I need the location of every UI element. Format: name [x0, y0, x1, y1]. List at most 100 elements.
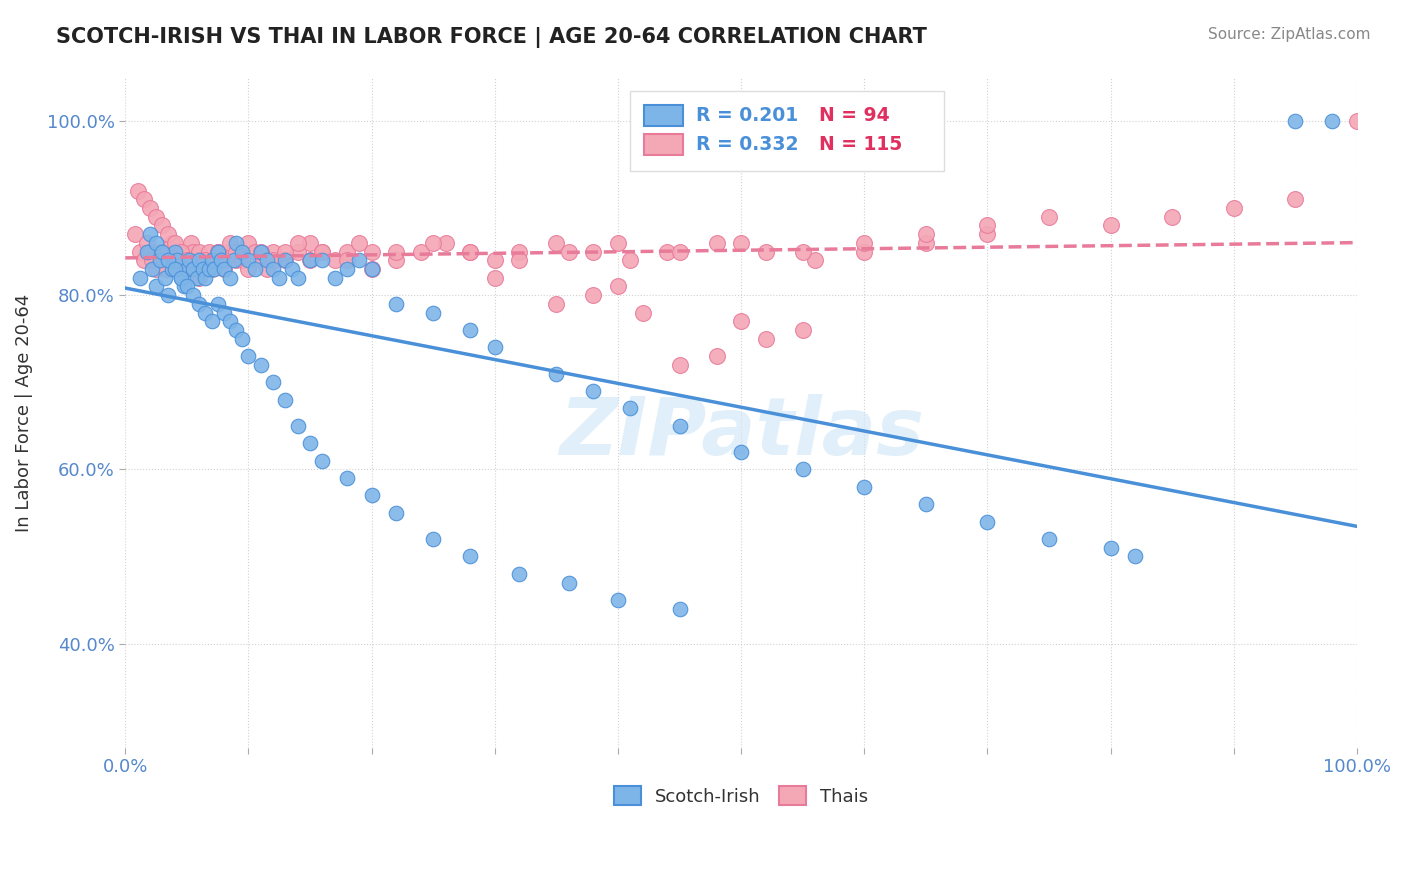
Point: [132, 253, 155, 268]
Point: [269, 270, 291, 285]
Point: [225, 244, 247, 259]
Point: [207, 244, 229, 259]
Point: [336, 262, 359, 277]
Point: [157, 253, 180, 268]
Point: [1346, 114, 1368, 128]
Point: [170, 244, 193, 259]
Point: [360, 262, 382, 277]
Point: [582, 244, 605, 259]
Point: [582, 288, 605, 302]
Point: [207, 244, 229, 259]
Point: [139, 227, 162, 242]
Point: [219, 314, 242, 328]
Point: [976, 227, 998, 242]
Point: [212, 305, 235, 319]
Point: [166, 253, 188, 268]
Point: [434, 235, 457, 250]
Point: [157, 288, 180, 302]
Point: [1123, 549, 1146, 564]
Point: [194, 253, 217, 268]
Point: [262, 262, 284, 277]
Point: [225, 235, 247, 250]
Point: [231, 332, 253, 346]
Point: [274, 244, 297, 259]
Point: [385, 506, 408, 520]
FancyBboxPatch shape: [644, 134, 683, 155]
Point: [385, 244, 408, 259]
Point: [249, 253, 271, 268]
Point: [176, 253, 198, 268]
Point: [657, 244, 679, 259]
Point: [141, 253, 163, 268]
Point: [243, 244, 266, 259]
Point: [194, 262, 217, 277]
Point: [915, 497, 938, 511]
Point: [141, 262, 163, 277]
Point: [231, 244, 253, 259]
Point: [619, 401, 641, 416]
Point: [145, 210, 167, 224]
Point: [209, 253, 232, 268]
Point: [212, 262, 235, 277]
Point: [336, 253, 359, 268]
Point: [409, 244, 432, 259]
Point: [200, 262, 222, 277]
Point: [249, 358, 271, 372]
Point: [163, 244, 186, 259]
Point: [755, 332, 778, 346]
Point: [607, 593, 630, 607]
Point: [219, 270, 242, 285]
Point: [173, 279, 195, 293]
Point: [225, 253, 247, 268]
Point: [1322, 114, 1344, 128]
Point: [124, 227, 146, 242]
Point: [668, 244, 690, 259]
Point: [274, 392, 297, 407]
Point: [280, 262, 302, 277]
Point: [458, 244, 481, 259]
Point: [915, 235, 938, 250]
Text: Source: ZipAtlas.com: Source: ZipAtlas.com: [1208, 27, 1371, 42]
Point: [484, 340, 506, 354]
Point: [976, 515, 998, 529]
Point: [149, 253, 172, 268]
Point: [1284, 114, 1306, 128]
Point: [422, 532, 444, 546]
Point: [188, 253, 211, 268]
Point: [219, 244, 242, 259]
Text: N = 115: N = 115: [818, 135, 903, 154]
Point: [1038, 210, 1060, 224]
Point: [458, 323, 481, 337]
Point: [422, 305, 444, 319]
Point: [209, 253, 232, 268]
Point: [546, 297, 568, 311]
Point: [136, 244, 159, 259]
Point: [287, 244, 309, 259]
Point: [231, 244, 253, 259]
Point: [219, 235, 242, 250]
Point: [180, 235, 202, 250]
Point: [163, 244, 186, 259]
Point: [249, 244, 271, 259]
Point: [150, 219, 173, 233]
Point: [262, 244, 284, 259]
Point: [323, 253, 346, 268]
Point: [222, 253, 245, 268]
Point: [157, 244, 180, 259]
Point: [546, 367, 568, 381]
Point: [546, 235, 568, 250]
Point: [243, 262, 266, 277]
Point: [173, 244, 195, 259]
Point: [976, 219, 998, 233]
Point: [792, 323, 814, 337]
Point: [145, 262, 167, 277]
Point: [336, 244, 359, 259]
Point: [299, 253, 322, 268]
Point: [730, 314, 752, 328]
Point: [557, 244, 579, 259]
Point: [349, 235, 371, 250]
Point: [508, 566, 530, 581]
Text: N = 94: N = 94: [818, 106, 890, 125]
Point: [311, 244, 333, 259]
Point: [804, 253, 827, 268]
